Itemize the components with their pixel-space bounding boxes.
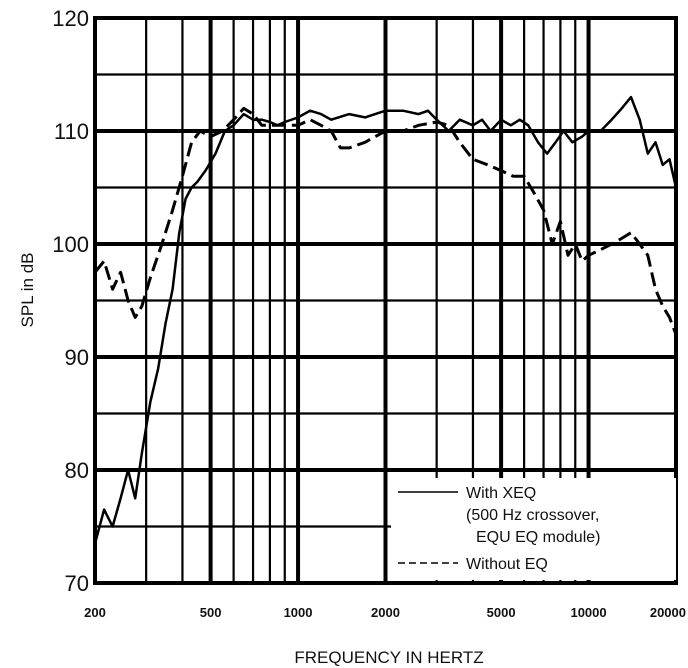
x-tick-labels: 200 500 1000 2000 5000 10000 20000 (84, 605, 686, 620)
plot-frame (93, 16, 678, 585)
x-tick-label: 10000 (570, 605, 606, 620)
y-tick-label: 100 (52, 232, 89, 257)
y-tick-label: 90 (65, 345, 89, 370)
x-tick-label: 500 (200, 605, 222, 620)
series-layer (93, 95, 678, 544)
y-tick-label: 120 (52, 6, 89, 31)
legend: With XEQ (500 Hz crossover, EQU EQ modul… (391, 478, 676, 580)
x-tick-label: 1000 (284, 605, 313, 620)
legend-entry-without-eq: Without EQ (466, 556, 548, 573)
y-tick-labels: 70 80 90 100 110 120 (52, 6, 89, 596)
legend-box (391, 478, 676, 580)
x-tick-label: 2000 (371, 605, 400, 620)
series-line-with-xeq (93, 95, 678, 544)
y-tick-label: 80 (65, 458, 89, 483)
x-tick-label: 20000 (650, 605, 686, 620)
x-axis-label: FREQUENCY IN HERTZ (294, 648, 483, 667)
legend-entry-with-xeq-line-1: With XEQ (466, 485, 536, 502)
x-tick-label: 200 (84, 605, 106, 620)
legend-entry-with-xeq-line-2: (500 Hz crossover, (466, 507, 599, 524)
y-tick-label: 110 (54, 119, 89, 144)
y-tick-label: 70 (65, 571, 89, 596)
y-axis-label: SPL in dB (18, 253, 37, 328)
legend-entry-with-xeq-line-3: EQU EQ module) (476, 529, 600, 546)
series-line-without-eq (93, 106, 678, 335)
x-tick-label: 5000 (487, 605, 516, 620)
